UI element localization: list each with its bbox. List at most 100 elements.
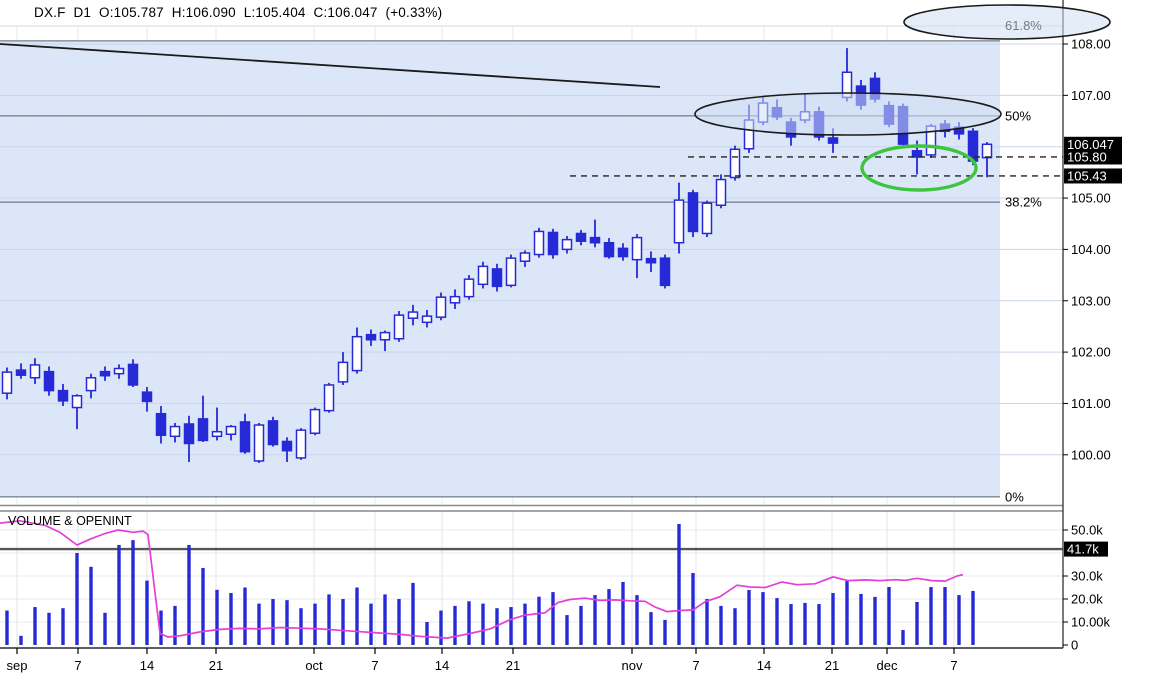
volume-bar [145, 580, 149, 645]
price-tick-label: 101.00 [1071, 396, 1111, 411]
candle-up [379, 331, 391, 341]
volume-bar [425, 622, 429, 645]
time-tick-label: 21 [506, 658, 520, 673]
volume-bar [117, 544, 121, 645]
price-axis[interactable]: 108.00 107.00 105.00 104.00 103.00 102.00 101.… [1063, 37, 1122, 463]
candle-up [85, 377, 97, 392]
candle-down [57, 389, 69, 402]
time-tick-label: 7 [74, 658, 81, 673]
candle-up [1, 371, 13, 394]
volume-bar [397, 599, 401, 645]
volume-bar [33, 607, 37, 645]
candle-down [491, 268, 503, 288]
volume-bar [943, 587, 947, 645]
volume-bar [803, 602, 807, 645]
candle-down [239, 421, 251, 453]
candle-up [113, 367, 125, 375]
price-tick-label: 105.00 [1071, 191, 1111, 206]
volume-bar [845, 581, 849, 645]
time-tick-label: oct [305, 658, 323, 673]
price-tick-label: 107.00 [1071, 88, 1111, 103]
candle-down [15, 369, 27, 376]
volume-bar [47, 612, 51, 645]
volume-bar [509, 607, 513, 645]
volume-bar [173, 605, 177, 645]
price-badge [1064, 136, 1122, 152]
fib-label: 50% [1005, 108, 1031, 123]
volume-bar [677, 524, 681, 645]
time-tick-label: sep [7, 658, 28, 673]
candle-down [911, 150, 923, 158]
volume-badge [1064, 541, 1108, 557]
volume-bar [719, 605, 723, 645]
volume-series [5, 524, 975, 645]
candle-up [29, 364, 41, 379]
candle-up [351, 335, 363, 372]
candle-up [295, 429, 307, 459]
price-tick-label: 108.00 [1071, 37, 1111, 52]
volume-bar [257, 603, 261, 645]
volume-bar [75, 553, 79, 645]
volume-bar [971, 590, 975, 645]
time-tick-label: 7 [950, 658, 957, 673]
candle-up [449, 295, 461, 304]
volume-badge-label: 41.7k [1067, 542, 1099, 557]
volume-axis[interactable]: 50.0k 30.0k 20.0k 10.00k 0 41.7k [1063, 523, 1111, 653]
volume-bar [635, 595, 639, 645]
candle-up [407, 311, 419, 319]
volume-bar [201, 567, 205, 645]
volume-bar [593, 595, 597, 645]
candle-down [155, 412, 167, 437]
candle-up [981, 143, 993, 159]
ellipse-support-green[interactable] [860, 144, 978, 192]
volume-bar [355, 587, 359, 645]
candle-up [477, 265, 489, 286]
volume-bar [215, 589, 219, 645]
volume-bar [887, 587, 891, 645]
volume-bar [481, 603, 485, 645]
candle-down [659, 257, 671, 287]
candle-down [281, 440, 293, 452]
volume-bar [733, 608, 737, 645]
volume-tick-label: 10.00k [1071, 615, 1111, 630]
ellipse-50-zone[interactable] [694, 92, 1002, 136]
candle-up [673, 199, 685, 244]
candle-down [645, 257, 657, 264]
volume-bar [663, 619, 667, 645]
volume-bar [313, 603, 317, 645]
candle-down [43, 370, 55, 392]
candle-down [127, 363, 139, 386]
candle-down [589, 236, 601, 244]
candle-down [687, 192, 699, 233]
volume-bar [551, 592, 555, 645]
candle-up [715, 178, 727, 206]
time-tick-label: dec [877, 658, 898, 673]
volume-panel-label: VOLUME & OPENINT [8, 514, 132, 528]
candle-down [575, 232, 587, 242]
volume-bar [131, 540, 135, 645]
volume-bar [89, 566, 93, 645]
time-tick-label: 21 [825, 658, 839, 673]
candle-down [827, 137, 839, 144]
candle-down [267, 420, 279, 446]
volume-bar [243, 587, 247, 645]
time-axis[interactable]: sep 7 14 21 oct 7 14 21 nov 7 14 21 dec 7 [7, 648, 958, 673]
time-tick-label: 14 [757, 658, 771, 673]
support-resistance-lines[interactable] [570, 156, 1063, 177]
volume-bar [19, 635, 23, 645]
volume-bar [341, 599, 345, 645]
candle-up [701, 202, 713, 235]
volume-bar [5, 610, 9, 645]
volume-bar [873, 596, 877, 645]
gridlines [0, 25, 1063, 648]
price-tick-label: 104.00 [1071, 242, 1111, 257]
ellipse-61.8-test[interactable] [903, 4, 1111, 40]
candle-down [617, 247, 629, 258]
price-badge [1064, 168, 1122, 184]
trendline-annotation[interactable] [0, 43, 661, 88]
volume-bar [929, 587, 933, 645]
volume-tick-label: 20.0k [1071, 592, 1103, 607]
